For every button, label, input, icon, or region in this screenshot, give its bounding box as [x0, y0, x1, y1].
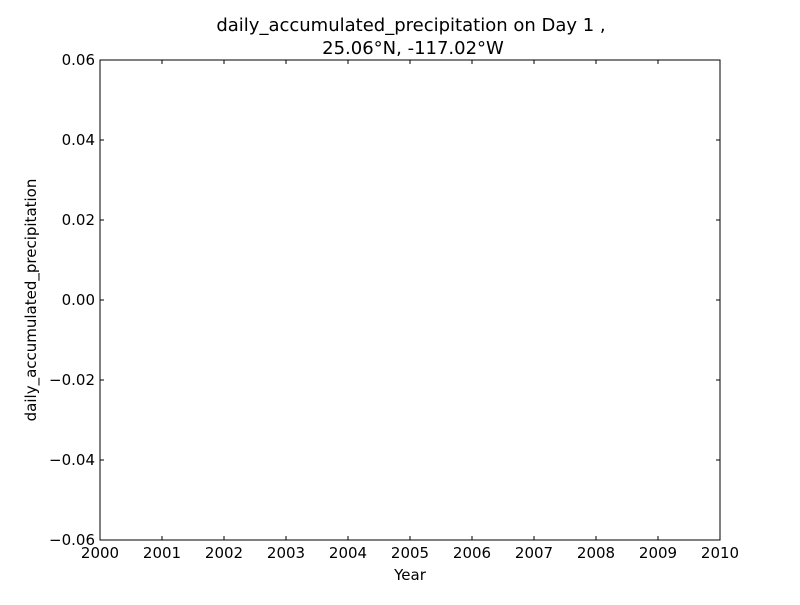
x-tick-label: 2003 — [267, 544, 305, 562]
x-tick-label: 2010 — [701, 544, 739, 562]
x-axis-ticks: 2000 2001 2002 2003 2004 2005 2006 2007 2008 2009… — [81, 60, 739, 562]
y-tick-label: −0.06 — [49, 531, 95, 549]
x-tick-label: 2005 — [391, 544, 429, 562]
y-axis-ticks: 0.06 0.04 0.02 0.00 −0.02 −0.04 −0.06 — [49, 51, 720, 549]
x-tick-label: 2008 — [577, 544, 615, 562]
y-tick-label: 0.06 — [62, 51, 95, 69]
y-tick-label: 0.00 — [62, 291, 95, 309]
x-tick-label: 2004 — [329, 544, 367, 562]
y-tick-label: −0.02 — [49, 371, 95, 389]
x-tick-label: 2007 — [515, 544, 553, 562]
chart-subtitle: 25.06°N, -117.02°W — [322, 38, 504, 59]
x-tick-label: 2002 — [205, 544, 243, 562]
x-axis-label: Year — [393, 566, 427, 584]
y-tick-label: 0.02 — [62, 211, 95, 229]
chart-title: daily_accumulated_precipitation on Day 1… — [216, 15, 605, 36]
y-tick-label: 0.04 — [62, 131, 95, 149]
x-tick-label: 2009 — [639, 544, 677, 562]
x-tick-label: 2006 — [453, 544, 491, 562]
plot-area — [99, 59, 721, 541]
y-tick-label: −0.04 — [49, 451, 95, 469]
x-tick-label: 2000 — [81, 544, 119, 562]
y-axis-label: daily_accumulated_precipitation — [22, 179, 41, 422]
x-tick-label: 2001 — [143, 544, 181, 562]
